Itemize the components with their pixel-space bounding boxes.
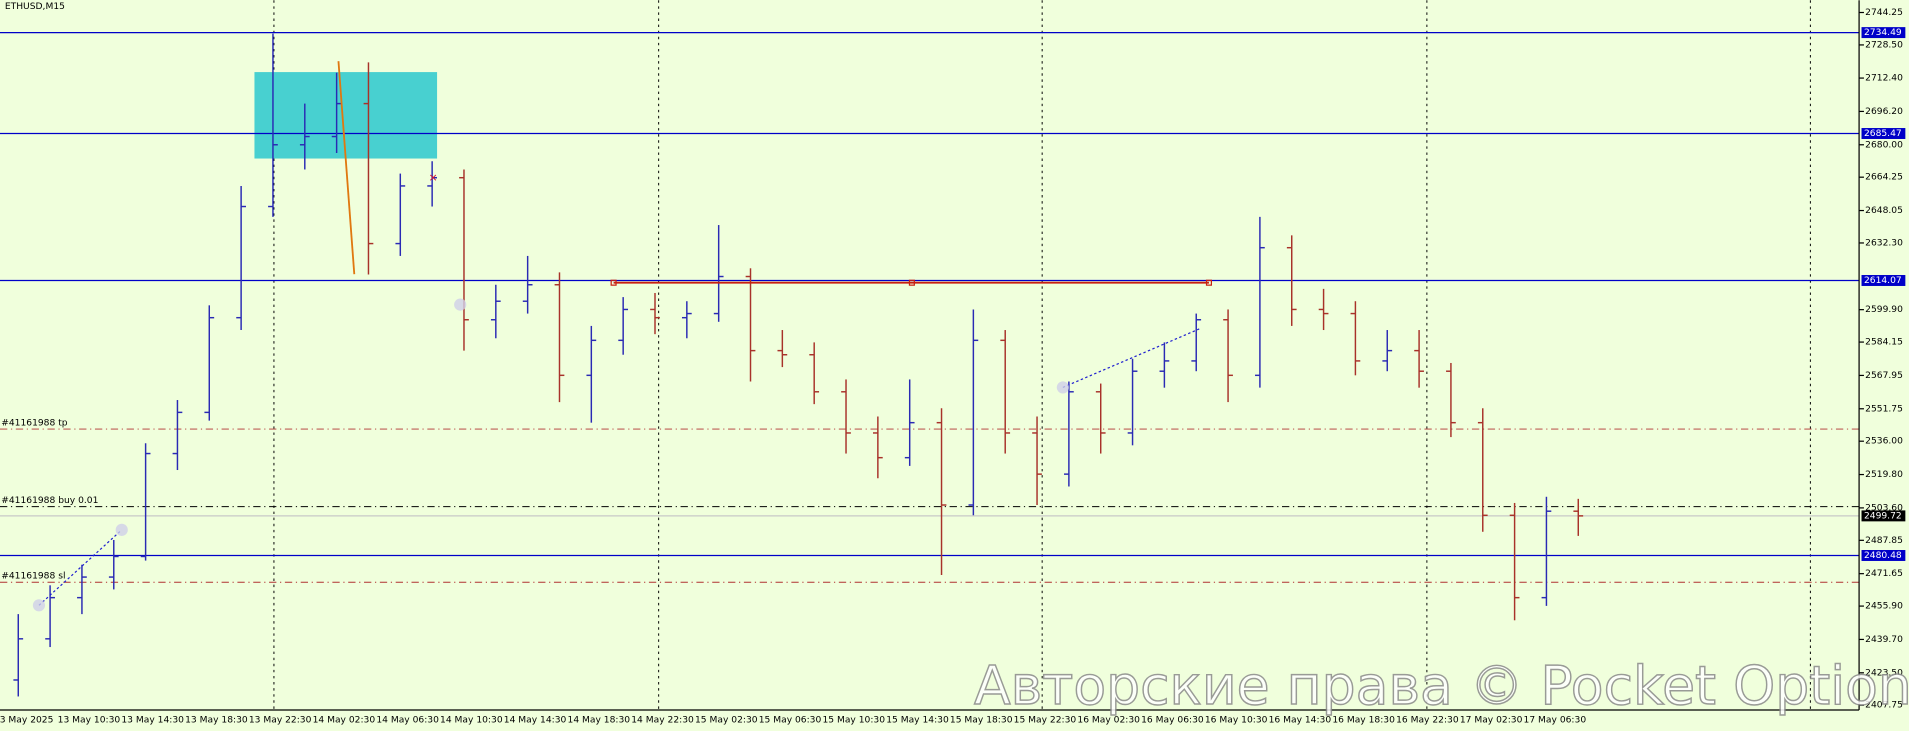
y-tick-label: 2536.00	[1865, 437, 1903, 447]
x-tick-label: 14 May 14:30	[504, 715, 567, 725]
y-tick-label: 2551.75	[1865, 404, 1903, 414]
x-tick-label: 16 May 02:30	[1077, 715, 1140, 725]
x-tick-label: 15 May 06:30	[759, 715, 822, 725]
trade-marker	[1056, 381, 1069, 394]
x-tick-label: 14 May 22:30	[631, 715, 694, 725]
x-tick-label: 17 May 02:30	[1460, 715, 1523, 725]
trade-link	[38, 529, 123, 606]
y-tick-label: 2696.20	[1865, 107, 1903, 117]
y-tick-label: 2632.30	[1865, 238, 1903, 248]
y-tick-label: 2519.80	[1865, 470, 1903, 480]
x-tick-label: 15 May 22:30	[1014, 715, 1077, 725]
level-box	[1861, 128, 1906, 139]
axis-labels: 2744.25 2728.50 2712.40 2696.20 2680.00 2664.…	[0, 8, 1903, 725]
y-tick-label: 2744.25	[1865, 8, 1903, 18]
y-tick-label: 2503.60	[1865, 503, 1903, 513]
x-tick-label: 14 May 06:30	[376, 715, 439, 725]
y-tick-label: 2648.05	[1865, 206, 1903, 216]
y-tick-label: 2728.50	[1865, 40, 1903, 50]
chart-title: ETHUSD,M15	[5, 2, 65, 12]
x-tick-label: 14 May 10:30	[440, 715, 503, 725]
order-label: #41161988 buy 0.01	[1, 496, 98, 506]
order-label: #41161988 tp	[1, 418, 68, 428]
x-tick-label: 13 May 18:30	[185, 715, 248, 725]
y-tick-label: 2567.95	[1865, 371, 1903, 381]
y-tick-label: 2471.65	[1865, 569, 1903, 579]
y-tick-label: 2439.70	[1865, 635, 1903, 645]
level-label: 2499.72	[1864, 511, 1902, 521]
trade-link	[1062, 328, 1200, 388]
x-tick-label: 13 May 22:30	[249, 715, 312, 725]
y-tick-label: 2712.40	[1865, 74, 1903, 84]
x-tick-label: 16 May 06:30	[1141, 715, 1204, 725]
x-tick-label: 15 May 18:30	[950, 715, 1013, 725]
y-tick-label: 2584.15	[1865, 338, 1903, 348]
order-label: #41161988 sl	[1, 572, 65, 582]
x-tick-label: 15 May 02:30	[695, 715, 758, 725]
trend-line	[337, 61, 356, 275]
trade-marker	[454, 298, 467, 311]
levels: #41161988 tp #41161988 buy 0.01 #41161988 …	[0, 31, 1860, 583]
y-tick-label: 2599.90	[1865, 305, 1903, 315]
close-marker: ×	[429, 171, 438, 184]
y-tick-label: 2664.25	[1865, 173, 1903, 183]
trade-marker	[115, 523, 128, 536]
handle	[908, 279, 915, 286]
x-tick-label: 13 May 14:30	[121, 715, 184, 725]
handle	[1205, 279, 1212, 286]
y-tick-label: 2455.90	[1865, 602, 1903, 612]
level-label: 2614.07	[1864, 276, 1902, 286]
x-tick-label: 15 May 14:30	[886, 715, 949, 725]
level-box	[1861, 275, 1906, 286]
level-box	[1861, 510, 1906, 522]
x-tick-label: 16 May 22:30	[1396, 715, 1459, 725]
trade-marker	[32, 599, 46, 612]
x-tick-label: 16 May 18:30	[1332, 715, 1395, 725]
level-box	[1861, 27, 1906, 39]
x-tick-label: 14 May 02:30	[313, 715, 376, 725]
x-tick-label: 16 May 10:30	[1205, 715, 1268, 725]
handle	[610, 279, 617, 286]
x-tick-label: 14 May 18:30	[568, 715, 631, 725]
x-tick-label: 13 May 10:30	[58, 715, 121, 725]
y-tick-label: 2680.00	[1865, 140, 1903, 150]
period-separators	[273, 0, 1811, 711]
y-tick-label: 2487.85	[1865, 536, 1903, 546]
zone-rectangle	[254, 72, 438, 159]
y-tick-label: 2423.50	[1865, 668, 1903, 678]
x-tick-label: 13 May 2025	[0, 715, 54, 725]
x-tick-label: 17 May 06:30	[1524, 715, 1587, 725]
x-tick-label: 15 May 10:30	[822, 715, 885, 725]
x-tick-label: 16 May 14:30	[1269, 715, 1332, 725]
y-tick-label: 2407.75	[1865, 701, 1903, 711]
level-label: 2685.47	[1864, 129, 1902, 139]
level-box	[1861, 550, 1906, 561]
watermark: Авторские права © Pocket Option	[974, 654, 1909, 717]
level-label: 2480.48	[1864, 551, 1902, 561]
level-label: 2734.49	[1864, 28, 1902, 38]
bars	[13, 33, 1584, 697]
